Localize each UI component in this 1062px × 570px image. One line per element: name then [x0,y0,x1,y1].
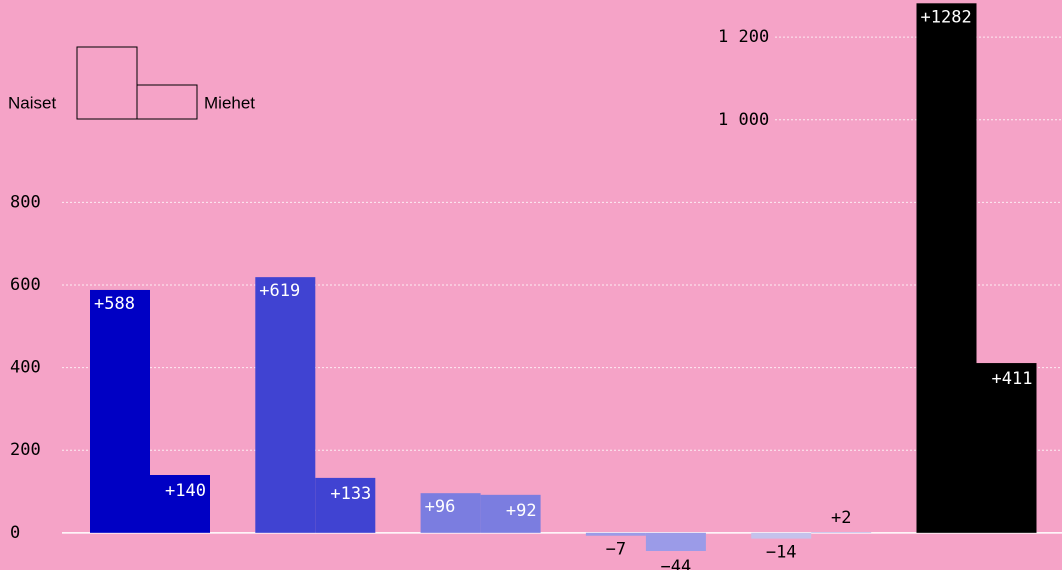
value-label: +588 [94,294,135,314]
bar [751,532,812,539]
bar [480,494,541,533]
bar [585,532,646,536]
y-tick-label: 800 [10,192,41,212]
y-tick-label: 0 [10,523,20,543]
value-label: +619 [259,281,300,301]
bar [150,475,210,533]
bar [315,477,376,533]
y-tick-label: 600 [10,275,41,295]
y-tick-label: 1 200 [718,27,769,47]
value-label: +140 [165,481,206,501]
bar [90,289,150,533]
bar [976,363,1037,533]
legend: Naiset Miehet [8,46,255,120]
value-label: +133 [330,484,371,504]
value-label: +2 [831,508,851,528]
value-label: −7 [606,540,626,560]
value-label: +411 [992,369,1033,389]
legend-label: Miehet [204,93,255,112]
y-tick-label: 1 000 [718,110,769,130]
value-label: +1282 [921,7,972,27]
value-label: +96 [425,497,456,517]
y-tick-label: 400 [10,358,41,378]
y-tick-label: 200 [10,440,41,460]
legend-box [76,46,138,120]
legend-box [136,84,198,120]
bar [255,277,316,533]
legend-label: Naiset [8,93,56,112]
bar [916,3,977,533]
value-label: −14 [766,543,797,563]
bar [645,532,706,551]
value-label: +92 [506,501,537,521]
bar [811,532,872,533]
bar [420,493,481,533]
value-label: −44 [661,557,692,570]
